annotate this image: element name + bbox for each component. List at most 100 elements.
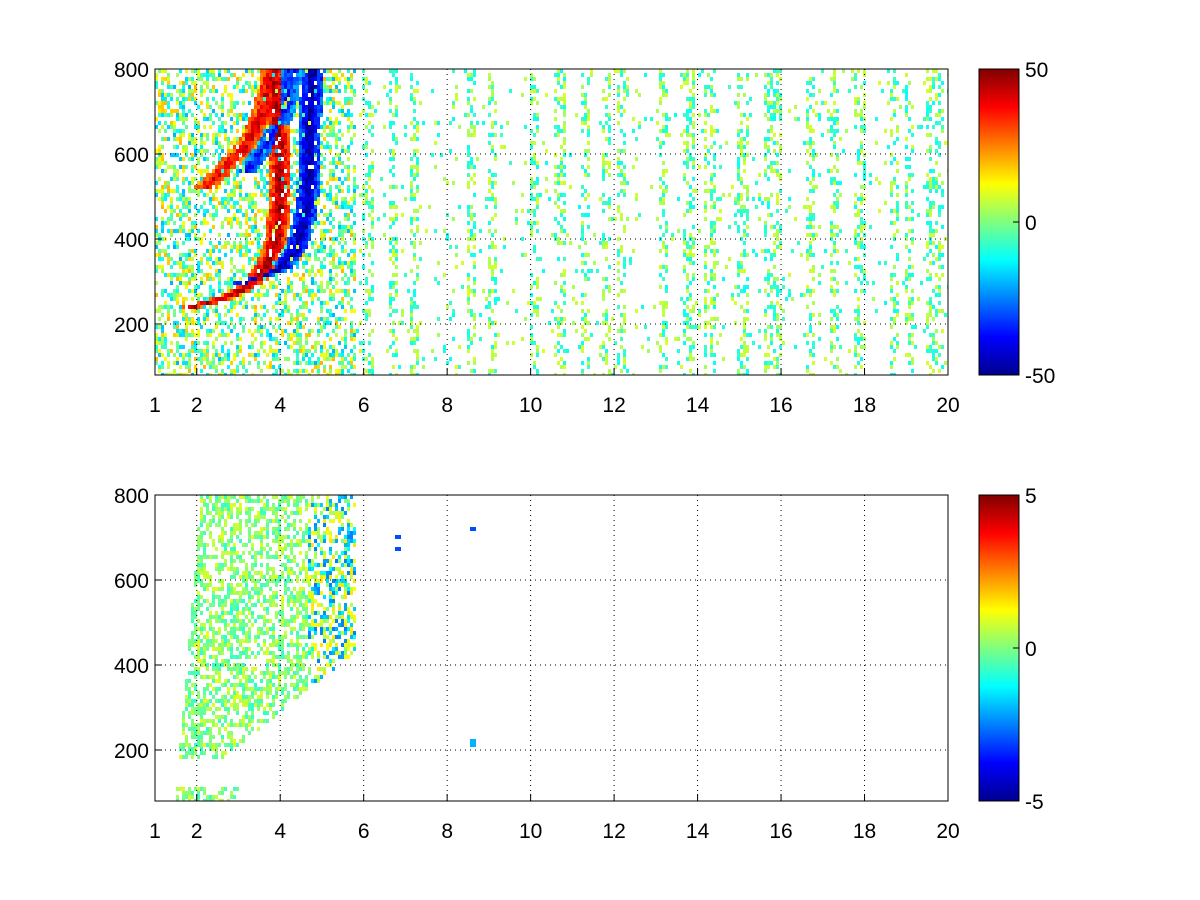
- heatmap-cell: [287, 205, 290, 209]
- heatmap-cell: [311, 125, 314, 129]
- heatmap-cell: [644, 117, 647, 121]
- heatmap-cell: [584, 329, 587, 333]
- heatmap-cell: [437, 333, 440, 337]
- heatmap-cell: [470, 133, 473, 137]
- heatmap-cell: [662, 333, 665, 337]
- heatmap-cell: [308, 269, 311, 273]
- heatmap-cell: [620, 113, 623, 117]
- heatmap-cell: [314, 137, 317, 141]
- heatmap-cell: [557, 125, 560, 129]
- heatmap-cell: [269, 169, 272, 173]
- heatmap-cell: [215, 209, 218, 213]
- heatmap-cell: [290, 225, 293, 229]
- heatmap-cell: [236, 233, 239, 237]
- heatmap-cell: [275, 241, 278, 245]
- heatmap-cell: [650, 117, 653, 121]
- heatmap-cell: [779, 145, 782, 149]
- heatmap-cell: [347, 101, 350, 105]
- heatmap-cell: [416, 189, 419, 193]
- heatmap-cell: [635, 309, 638, 313]
- heatmap-cell: [299, 337, 302, 341]
- heatmap-cell: [818, 281, 821, 285]
- heatmap-cell: [164, 77, 167, 81]
- heatmap-cell: [188, 249, 191, 253]
- heatmap-cell: [602, 341, 605, 345]
- heatmap-cell: [620, 245, 623, 249]
- heatmap-cell: [470, 177, 473, 181]
- heatmap-cell: [743, 169, 746, 173]
- heatmap-cell: [281, 101, 284, 105]
- heatmap-cell: [350, 257, 353, 261]
- heatmap-cell: [452, 117, 455, 121]
- heatmap-cell: [275, 149, 278, 153]
- heatmap-cell: [314, 105, 317, 109]
- heatmap-cell: [410, 241, 413, 245]
- heatmap-cell: [206, 313, 209, 317]
- heatmap-cell: [203, 89, 206, 93]
- heatmap-cell: [413, 373, 416, 375]
- heatmap-cell: [236, 121, 239, 125]
- heatmap-cell: [278, 297, 281, 301]
- heatmap-cell: [467, 333, 470, 337]
- heatmap-cell: [296, 169, 299, 173]
- heatmap-cell: [227, 241, 230, 245]
- heatmap-cell: [623, 289, 626, 293]
- heatmap-cell: [413, 101, 416, 105]
- heatmap-cell: [329, 169, 332, 173]
- heatmap-cell: [473, 265, 476, 269]
- heatmap-cell: [284, 141, 287, 145]
- heatmap-cell: [188, 229, 191, 233]
- heatmap-cell: [293, 217, 296, 221]
- heatmap-cell: [341, 357, 344, 361]
- heatmap-cell: [224, 89, 227, 93]
- heatmap-cell: [368, 101, 371, 105]
- heatmap-cell: [293, 101, 296, 105]
- heatmap-cell: [275, 341, 278, 345]
- heatmap-cell: [350, 325, 353, 329]
- heatmap-cell: [281, 109, 284, 113]
- heatmap-cell: [206, 173, 209, 177]
- heatmap-cell: [491, 269, 494, 273]
- heatmap-cell: [263, 133, 266, 137]
- heatmap-cell: [536, 113, 539, 117]
- heatmap-cell: [353, 257, 356, 261]
- heatmap-cell: [176, 73, 179, 77]
- heatmap-cell: [230, 109, 233, 113]
- heatmap-cell: [194, 289, 197, 293]
- heatmap-cell: [155, 341, 158, 345]
- heatmap-cell: [221, 161, 224, 165]
- heatmap-cell: [308, 253, 311, 257]
- heatmap-cell: [269, 217, 272, 221]
- heatmap-cell: [281, 261, 284, 265]
- heatmap-cell: [704, 93, 707, 97]
- heatmap-cell: [188, 361, 191, 365]
- heatmap-cell: [272, 189, 275, 193]
- heatmap-cell: [212, 109, 215, 113]
- heatmap-cell: [179, 157, 182, 161]
- heatmap-cell: [233, 85, 236, 89]
- heatmap-cell: [281, 165, 284, 169]
- heatmap-cell: [281, 333, 284, 337]
- heatmap-cell: [215, 113, 218, 117]
- heatmap-cell: [260, 333, 263, 337]
- heatmap-cell: [287, 241, 290, 245]
- heatmap-cell: [557, 361, 560, 365]
- heatmap-cell: [296, 333, 299, 337]
- heatmap-cell: [209, 213, 212, 217]
- heatmap-cell: [212, 121, 215, 125]
- heatmap-cell: [677, 229, 680, 233]
- heatmap-cell: [812, 289, 815, 293]
- heatmap-cell: [704, 165, 707, 169]
- heatmap-cell: [272, 181, 275, 185]
- heatmap-cell: [251, 153, 254, 157]
- heatmap-cell: [173, 121, 176, 125]
- heatmap-cell: [443, 273, 446, 277]
- heatmap-cell: [167, 125, 170, 129]
- heatmap-cell: [332, 253, 335, 257]
- heatmap-cell: [185, 265, 188, 269]
- heatmap-cell: [290, 153, 293, 157]
- heatmap-cell: [317, 105, 320, 109]
- heatmap-cell: [620, 289, 623, 293]
- heatmap-cell: [326, 317, 329, 321]
- heatmap-cell: [305, 209, 308, 213]
